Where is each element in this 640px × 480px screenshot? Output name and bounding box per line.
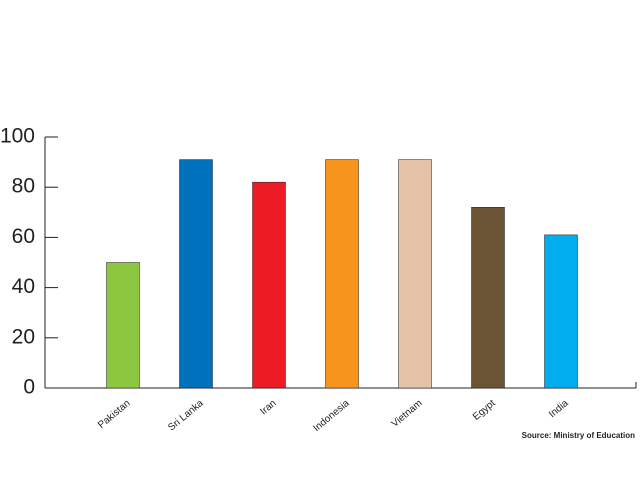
source-note: Source: Ministry of Education bbox=[522, 431, 635, 440]
y-tick-label: 100 bbox=[0, 125, 35, 148]
y-tick-label: 80 bbox=[12, 175, 35, 198]
bar bbox=[325, 159, 359, 389]
bar bbox=[106, 262, 140, 389]
bar bbox=[398, 159, 432, 389]
bar bbox=[544, 234, 578, 389]
x-tick-label: Iran bbox=[258, 398, 278, 418]
y-tick-label: 60 bbox=[12, 225, 35, 248]
x-tick-label: Vietnam bbox=[390, 398, 425, 430]
y-tick-label: 0 bbox=[23, 376, 35, 399]
y-tick-label: 40 bbox=[12, 275, 35, 298]
bar bbox=[471, 207, 505, 389]
x-tick-label: Indonesia bbox=[311, 398, 352, 435]
y-tick-label: 20 bbox=[12, 325, 35, 348]
bar bbox=[252, 181, 286, 389]
x-tick-label: Egypt bbox=[471, 398, 498, 423]
x-tick-label: India bbox=[547, 398, 571, 421]
x-tick-label: Sri Lanka bbox=[166, 398, 206, 434]
bar bbox=[179, 159, 213, 389]
x-tick-label: Pakistan bbox=[96, 398, 132, 431]
